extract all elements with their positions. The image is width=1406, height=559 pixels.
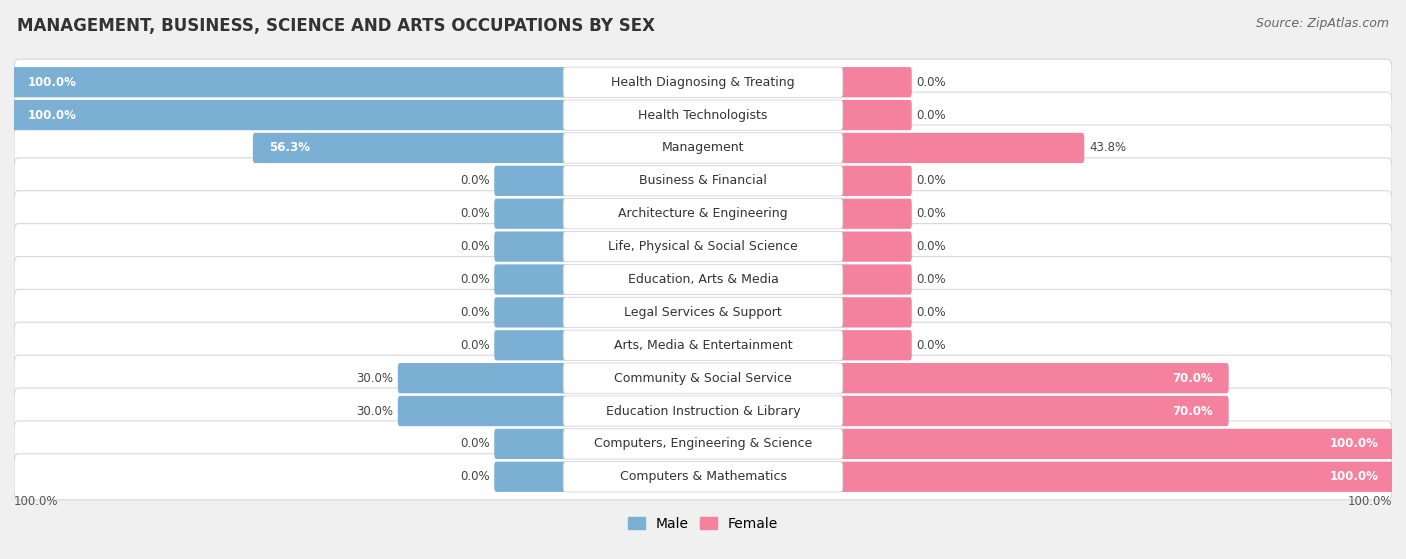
FancyBboxPatch shape [14, 322, 1392, 368]
Text: 0.0%: 0.0% [460, 437, 489, 451]
FancyBboxPatch shape [14, 388, 1392, 434]
Text: 0.0%: 0.0% [917, 75, 946, 89]
Text: 56.3%: 56.3% [269, 141, 309, 154]
Text: 70.0%: 70.0% [1173, 405, 1213, 418]
FancyBboxPatch shape [253, 133, 567, 163]
FancyBboxPatch shape [495, 429, 567, 459]
Text: Source: ZipAtlas.com: Source: ZipAtlas.com [1256, 17, 1389, 30]
FancyBboxPatch shape [839, 297, 911, 328]
Text: 0.0%: 0.0% [460, 470, 489, 484]
Text: Education, Arts & Media: Education, Arts & Media [627, 273, 779, 286]
Text: Business & Financial: Business & Financial [640, 174, 766, 187]
FancyBboxPatch shape [14, 454, 1392, 500]
FancyBboxPatch shape [564, 330, 842, 361]
Text: Computers & Mathematics: Computers & Mathematics [620, 470, 786, 484]
Text: Health Diagnosing & Treating: Health Diagnosing & Treating [612, 75, 794, 89]
Text: 0.0%: 0.0% [460, 174, 489, 187]
Text: 0.0%: 0.0% [917, 306, 946, 319]
FancyBboxPatch shape [398, 363, 567, 394]
FancyBboxPatch shape [564, 396, 842, 426]
Text: 0.0%: 0.0% [917, 108, 946, 122]
FancyBboxPatch shape [495, 297, 567, 328]
FancyBboxPatch shape [564, 165, 842, 196]
Text: 70.0%: 70.0% [1173, 372, 1213, 385]
Text: 100.0%: 100.0% [1347, 495, 1392, 508]
Text: Legal Services & Support: Legal Services & Support [624, 306, 782, 319]
FancyBboxPatch shape [564, 133, 842, 163]
FancyBboxPatch shape [839, 231, 911, 262]
Legend: Male, Female: Male, Female [623, 511, 783, 537]
FancyBboxPatch shape [839, 396, 1229, 426]
FancyBboxPatch shape [14, 158, 1392, 204]
Text: 0.0%: 0.0% [917, 207, 946, 220]
Text: 100.0%: 100.0% [28, 75, 77, 89]
FancyBboxPatch shape [839, 133, 1084, 163]
FancyBboxPatch shape [839, 462, 1393, 492]
Text: 100.0%: 100.0% [1329, 437, 1378, 451]
Text: 0.0%: 0.0% [460, 273, 489, 286]
Text: 100.0%: 100.0% [14, 495, 59, 508]
FancyBboxPatch shape [839, 264, 911, 295]
Text: 43.8%: 43.8% [1090, 141, 1126, 154]
FancyBboxPatch shape [495, 198, 567, 229]
FancyBboxPatch shape [564, 67, 842, 97]
FancyBboxPatch shape [839, 363, 1229, 394]
FancyBboxPatch shape [839, 67, 911, 97]
FancyBboxPatch shape [564, 264, 842, 295]
Text: Health Technologists: Health Technologists [638, 108, 768, 122]
FancyBboxPatch shape [839, 100, 911, 130]
FancyBboxPatch shape [495, 462, 567, 492]
FancyBboxPatch shape [14, 59, 1392, 105]
FancyBboxPatch shape [14, 125, 1392, 171]
Text: 30.0%: 30.0% [356, 405, 394, 418]
FancyBboxPatch shape [495, 264, 567, 295]
FancyBboxPatch shape [13, 67, 567, 97]
FancyBboxPatch shape [564, 100, 842, 130]
Text: Architecture & Engineering: Architecture & Engineering [619, 207, 787, 220]
Text: 0.0%: 0.0% [917, 174, 946, 187]
Text: Education Instruction & Library: Education Instruction & Library [606, 405, 800, 418]
Text: 100.0%: 100.0% [1329, 470, 1378, 484]
FancyBboxPatch shape [14, 290, 1392, 335]
Text: 0.0%: 0.0% [917, 240, 946, 253]
FancyBboxPatch shape [14, 421, 1392, 467]
FancyBboxPatch shape [13, 100, 567, 130]
FancyBboxPatch shape [398, 396, 567, 426]
FancyBboxPatch shape [564, 363, 842, 394]
FancyBboxPatch shape [495, 231, 567, 262]
Text: 0.0%: 0.0% [460, 306, 489, 319]
FancyBboxPatch shape [564, 198, 842, 229]
FancyBboxPatch shape [14, 92, 1392, 138]
FancyBboxPatch shape [564, 297, 842, 328]
FancyBboxPatch shape [495, 330, 567, 361]
Text: Community & Social Service: Community & Social Service [614, 372, 792, 385]
FancyBboxPatch shape [14, 355, 1392, 401]
Text: Life, Physical & Social Science: Life, Physical & Social Science [609, 240, 797, 253]
Text: 0.0%: 0.0% [460, 240, 489, 253]
Text: Computers, Engineering & Science: Computers, Engineering & Science [593, 437, 813, 451]
Text: MANAGEMENT, BUSINESS, SCIENCE AND ARTS OCCUPATIONS BY SEX: MANAGEMENT, BUSINESS, SCIENCE AND ARTS O… [17, 17, 655, 35]
Text: 0.0%: 0.0% [460, 339, 489, 352]
Text: Management: Management [662, 141, 744, 154]
FancyBboxPatch shape [564, 429, 842, 459]
FancyBboxPatch shape [14, 224, 1392, 269]
FancyBboxPatch shape [14, 191, 1392, 237]
FancyBboxPatch shape [839, 198, 911, 229]
FancyBboxPatch shape [839, 429, 1393, 459]
Text: Arts, Media & Entertainment: Arts, Media & Entertainment [613, 339, 793, 352]
Text: 0.0%: 0.0% [460, 207, 489, 220]
Text: 30.0%: 30.0% [356, 372, 394, 385]
Text: 0.0%: 0.0% [917, 339, 946, 352]
FancyBboxPatch shape [564, 231, 842, 262]
FancyBboxPatch shape [564, 462, 842, 492]
Text: 0.0%: 0.0% [917, 273, 946, 286]
FancyBboxPatch shape [839, 330, 911, 361]
Text: 100.0%: 100.0% [28, 108, 77, 122]
FancyBboxPatch shape [839, 165, 911, 196]
FancyBboxPatch shape [14, 257, 1392, 302]
FancyBboxPatch shape [495, 165, 567, 196]
